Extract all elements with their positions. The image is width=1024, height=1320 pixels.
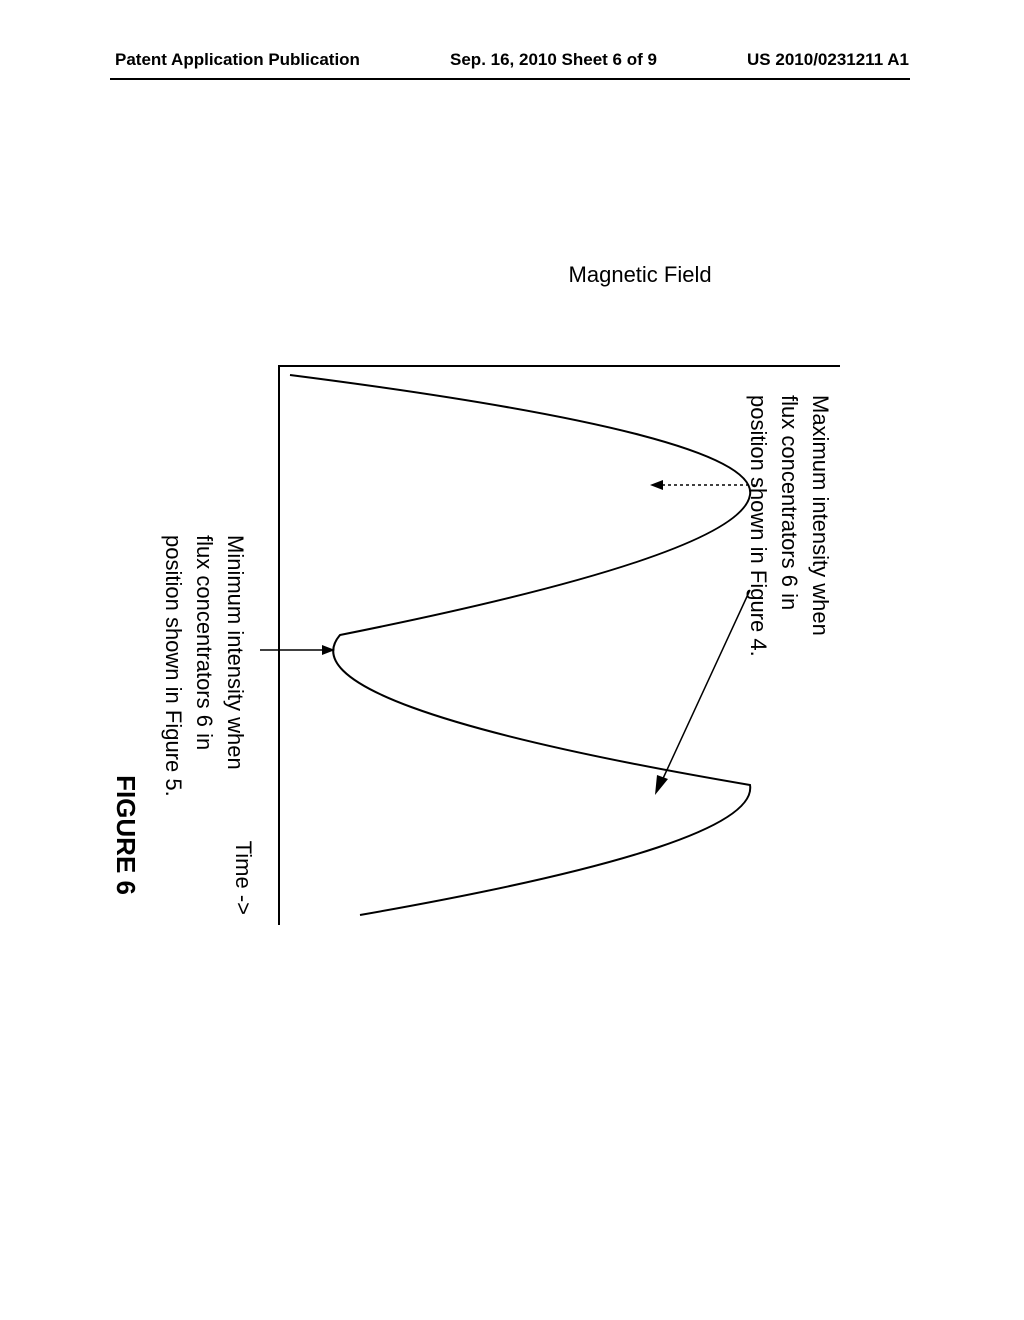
page-header: Patent Application Publication Sep. 16, … bbox=[0, 50, 1024, 70]
header-left: Patent Application Publication bbox=[115, 50, 360, 70]
arrow-to-peak-2 bbox=[640, 585, 755, 805]
arrow-to-trough bbox=[255, 635, 335, 665]
chart-area: Magnetic Field Maximum intensity when fl… bbox=[80, 305, 940, 955]
figure-label: FIGURE 6 bbox=[110, 775, 141, 895]
annotation-max-line1: Maximum intensity when bbox=[804, 395, 835, 657]
x-axis-label: Time -> bbox=[230, 841, 256, 915]
arrow-to-peak-1 bbox=[645, 470, 755, 500]
annotation-min-line3: position shown in Figure 5. bbox=[158, 535, 189, 797]
header-right: US 2010/0231211 A1 bbox=[747, 50, 909, 70]
figure-container: Magnetic Field Maximum intensity when fl… bbox=[80, 305, 940, 955]
annotation-min-line1: Minimum intensity when bbox=[219, 535, 250, 797]
annotation-minimum: Minimum intensity when flux concentrator… bbox=[158, 535, 250, 797]
y-axis-label: Magnetic Field bbox=[569, 262, 712, 288]
header-divider bbox=[110, 78, 910, 80]
annotation-max-line2: flux concentrators 6 in bbox=[773, 395, 804, 657]
annotation-maximum: Maximum intensity when flux concentrator… bbox=[743, 395, 835, 657]
header-center: Sep. 16, 2010 Sheet 6 of 9 bbox=[450, 50, 657, 70]
annotation-min-line2: flux concentrators 6 in bbox=[188, 535, 219, 797]
